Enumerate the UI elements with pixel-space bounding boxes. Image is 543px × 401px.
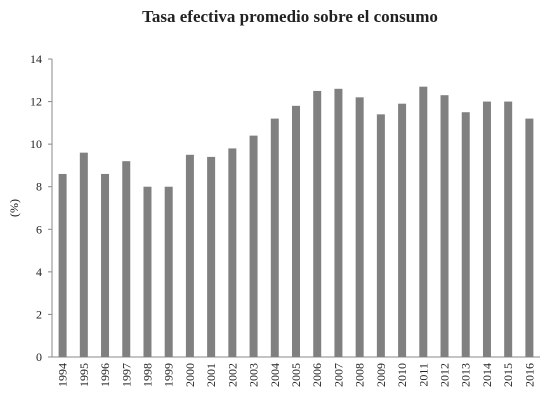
bar: [292, 105, 300, 357]
bar: [249, 135, 258, 357]
bar: [79, 152, 88, 357]
y-axis-label: (%): [7, 199, 21, 217]
y-tick-label: 8: [36, 180, 42, 194]
x-tick-label: 1997: [119, 363, 133, 387]
chart-title: Tasa efectiva promedio sobre el consumo: [142, 7, 438, 26]
x-tick-label: 1998: [140, 363, 154, 387]
y-tick-label: 10: [30, 137, 42, 151]
x-tick-label: 2004: [268, 363, 282, 387]
bar: [525, 118, 534, 357]
x-tick-label: 2000: [183, 363, 197, 387]
bar: [504, 101, 513, 357]
x-tick-label: 2007: [331, 363, 345, 387]
bar: [419, 86, 428, 358]
x-tick-label: 2009: [374, 363, 388, 387]
x-tick-label: 2010: [395, 363, 409, 387]
bar: [270, 118, 279, 357]
bar: [122, 161, 131, 357]
bar: [228, 148, 237, 357]
x-tick-label: 2014: [480, 363, 494, 387]
x-tick-label: 2002: [225, 363, 239, 387]
bar: [355, 97, 364, 358]
x-tick-label: 1999: [162, 363, 176, 387]
y-tick-label: 12: [30, 95, 42, 109]
bar: [461, 112, 470, 357]
y-tick-label: 14: [30, 52, 42, 66]
bar: [334, 88, 343, 358]
x-tick-label: 1995: [77, 363, 91, 387]
bar: [376, 114, 385, 357]
x-tick-label: 2013: [459, 363, 473, 387]
bar: [185, 154, 194, 357]
bar: [440, 95, 449, 357]
x-tick-label: 1994: [56, 363, 70, 387]
x-tick-label: 2006: [310, 363, 324, 387]
bar: [164, 186, 173, 357]
bar: [101, 173, 110, 357]
x-tick-label: 2011: [416, 363, 430, 387]
x-tick-label: 1996: [98, 363, 112, 387]
y-tick-label: 6: [36, 222, 42, 236]
y-tick-label: 4: [36, 265, 42, 279]
x-tick-label: 2012: [438, 363, 452, 387]
y-tick-label: 0: [36, 350, 42, 364]
x-tick-label: 2003: [247, 363, 261, 387]
x-tick-label: 2001: [204, 363, 218, 387]
x-tick-label: 2005: [289, 363, 303, 387]
bar: [398, 103, 407, 357]
bar: [143, 186, 152, 357]
bar: [482, 101, 491, 357]
x-tick-label: 2015: [501, 363, 515, 387]
bar: [58, 173, 67, 357]
x-tick-label: 2016: [522, 363, 536, 387]
x-tick-label: 2008: [353, 363, 367, 387]
y-tick-label: 2: [36, 307, 42, 321]
bar: [313, 90, 322, 357]
bar: [207, 156, 216, 357]
